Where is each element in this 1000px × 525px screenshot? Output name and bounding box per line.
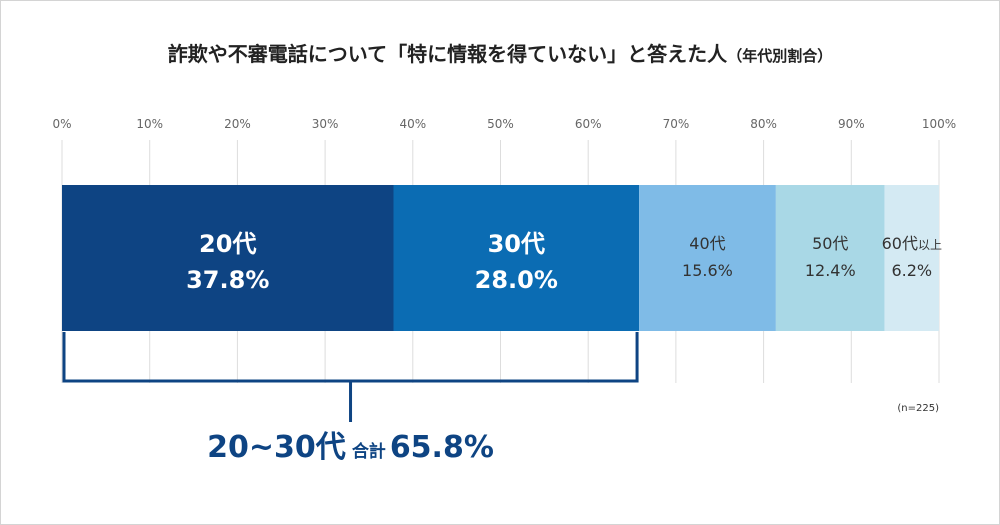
segment-labels: 20代 37.8% 30代 28.0% 40代 15.6% 50代 12.4% 60代以上 6.2…: [186, 230, 942, 294]
segment-age-text: 20代: [199, 230, 256, 258]
bar-segments: [62, 185, 939, 331]
sample-size-note: (n=225): [897, 403, 939, 414]
segment-age-text: 50代: [812, 234, 848, 253]
bar-segment: [775, 185, 885, 331]
bar-segment: [393, 185, 640, 331]
segment-age-text: 40代: [689, 234, 725, 253]
segment-value-label: 28.0%: [475, 266, 558, 294]
bar-segment: [884, 185, 939, 331]
x-tick-label: 80%: [750, 117, 777, 131]
x-tick-label: 60%: [575, 117, 602, 131]
segment-age-label: 60代以上: [882, 234, 942, 253]
x-tick-label: 30%: [312, 117, 339, 131]
segment-age-text: 60代: [882, 234, 918, 253]
total-bracket: [62, 332, 639, 422]
x-tick-label: 90%: [838, 117, 865, 131]
segment-age-label: 50代: [812, 234, 848, 253]
segment-age-text: 30代: [488, 230, 545, 258]
x-tick-label: 0%: [52, 117, 71, 131]
bracket-label-value: 65.8%: [390, 430, 494, 465]
x-tick-label: 10%: [136, 117, 163, 131]
chart-title: 詐欺や不審電話について「特に情報を得ていない」と答えた人（年代別割合）: [168, 42, 832, 66]
segment-value-label: 6.2%: [891, 261, 932, 280]
bar-segment: [639, 185, 776, 331]
bracket-label-main: 20~30代: [207, 430, 346, 465]
segment-age-label: 30代: [488, 230, 545, 258]
x-tick-label: 50%: [487, 117, 514, 131]
bracket-label: 20~30代 合計 65.8%: [207, 430, 494, 465]
x-tick-label: 20%: [224, 117, 251, 131]
bracket-label-small: 合計: [352, 441, 386, 462]
chart-title-main: 詐欺や不審電話について「特に情報を得ていない」と答えた人: [168, 42, 728, 66]
segment-age-label: 20代: [199, 230, 256, 258]
x-tick-label: 100%: [922, 117, 956, 131]
x-axis-ticks: 0% 10% 20% 30% 40% 50% 60% 70% 80% 90% 100%: [52, 117, 956, 131]
x-tick-label: 70%: [663, 117, 690, 131]
x-tick-label: 40%: [399, 117, 426, 131]
segment-age-suffix: 以上: [918, 238, 942, 252]
segment-value-label: 12.4%: [805, 261, 856, 280]
segment-age-label: 40代: [689, 234, 725, 253]
segment-value-label: 37.8%: [186, 266, 269, 294]
chart-title-sub: （年代別割合）: [727, 47, 832, 65]
bar-segment: [62, 185, 394, 331]
segment-value-label: 15.6%: [682, 261, 733, 280]
